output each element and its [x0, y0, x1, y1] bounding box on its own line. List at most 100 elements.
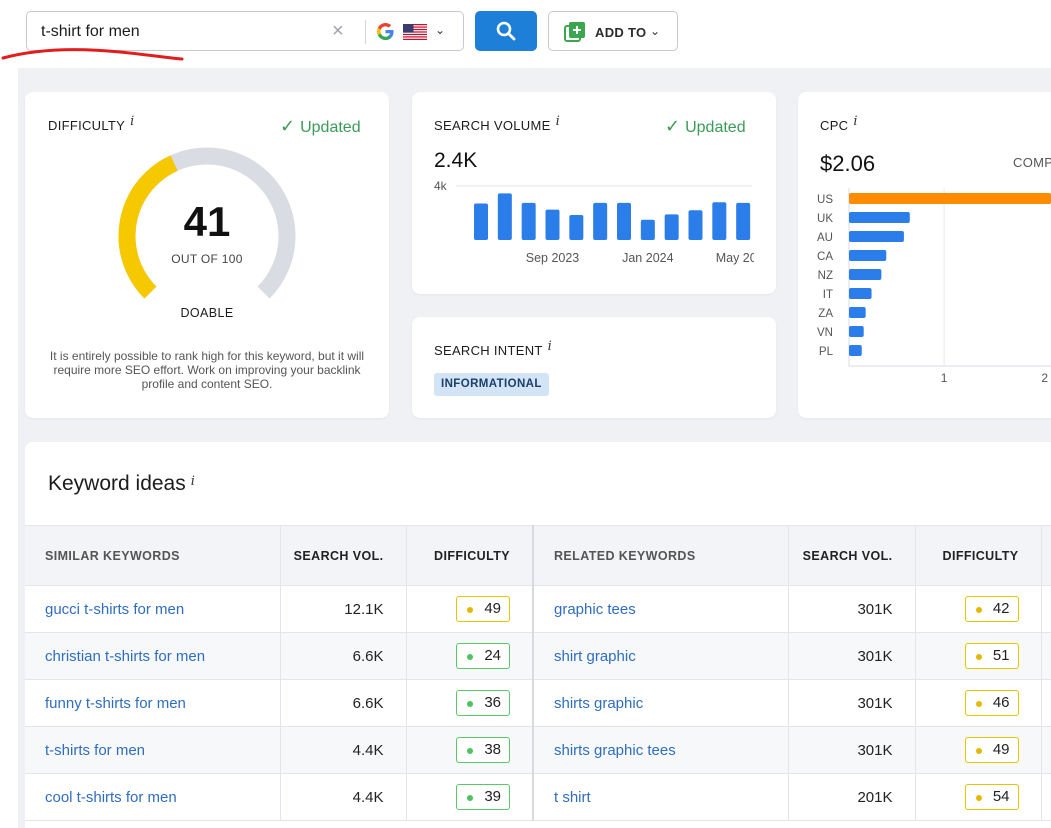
cpc-bar	[849, 231, 904, 242]
search-intent-title: SEARCH INTENT i	[434, 339, 553, 358]
us-flag-icon[interactable]	[403, 24, 427, 40]
country-label: VN	[817, 327, 833, 339]
related-keyword-link[interactable]: shirt graphic	[554, 647, 636, 665]
related-keyword-link[interactable]: graphic tees	[554, 600, 636, 618]
similar-difficulty-cell: 49	[406, 585, 534, 633]
similar-search-volume: 12.1K	[280, 585, 407, 633]
cpc-bar	[849, 307, 866, 318]
table-row: funny t-shirts for men 6.6K 36 shirts graph…	[25, 679, 1051, 727]
check-icon: ✓	[280, 116, 296, 136]
search-volume-title: SEARCH VOLUME i	[434, 114, 561, 133]
country-label: ZA	[818, 308, 833, 320]
related-keyword-link[interactable]: shirts graphic tees	[554, 741, 676, 759]
volume-bar	[640, 219, 655, 240]
column-header-spacer	[1041, 525, 1051, 586]
country-label: AU	[817, 232, 833, 244]
intent-badge: INFORMATIONAL	[434, 373, 549, 396]
related-keyword-cell: t shirt	[533, 773, 789, 821]
chevron-down-icon[interactable]: ⌄	[435, 23, 446, 37]
x-tick-label: 1	[941, 371, 948, 385]
difficulty-out-of: OUT OF 100	[171, 252, 243, 266]
info-icon[interactable]: i	[555, 114, 561, 129]
cpc-value: $2.06	[820, 151, 876, 176]
volume-bar	[664, 214, 679, 240]
info-icon[interactable]: i	[547, 339, 553, 354]
related-keyword-link[interactable]: t shirt	[554, 788, 591, 806]
difficulty-badge: 49	[456, 596, 510, 622]
spacer-cell	[1041, 585, 1051, 633]
google-icon[interactable]	[376, 22, 395, 41]
column-header-related: RELATED KEYWORDS	[533, 525, 789, 586]
column-header-difficulty[interactable]: DIFFICULTY	[915, 525, 1042, 586]
search-volume-card: SEARCH VOLUME i ✓ Updated 2.4K 4k Sep 2023 J…	[412, 92, 776, 294]
volume-bar	[545, 209, 560, 240]
similar-keyword-link[interactable]: t-shirts for men	[45, 741, 146, 759]
x-tick-label: May 2024	[716, 251, 754, 265]
cpc-title: CPC i	[820, 114, 858, 133]
info-icon[interactable]: i	[130, 114, 135, 129]
similar-difficulty-cell: 38	[406, 726, 534, 774]
search-volume-chart: 4k Sep 2023 Jan 2024 May 2024	[434, 180, 754, 265]
check-icon: ✓	[665, 116, 681, 136]
related-difficulty-cell: 54	[915, 773, 1042, 821]
similar-keyword-link[interactable]: cool t-shirts for men	[45, 788, 177, 806]
related-search-volume: 301K	[788, 632, 916, 680]
column-header-difficulty[interactable]: DIFFICULTY	[406, 525, 534, 586]
difficulty-dot-icon	[467, 795, 473, 801]
volume-bar	[593, 202, 608, 240]
info-icon[interactable]: i	[190, 474, 195, 489]
country-label: IT	[823, 289, 833, 301]
search-input[interactable]	[41, 22, 321, 42]
red-underline-mark	[1, 48, 184, 61]
x-tick-label: 2	[1041, 371, 1048, 385]
table-row: cool t-shirts for men 4.4K 39 t shirt 201K 54	[25, 773, 1051, 821]
related-search-volume: 301K	[788, 585, 916, 633]
divider	[365, 20, 366, 44]
difficulty-badge: 38	[456, 737, 510, 763]
column-header-search-vol[interactable]: SEARCH VOL.	[280, 525, 407, 586]
x-tick-label: Sep 2023	[526, 251, 580, 265]
cpc-bar	[849, 288, 872, 299]
similar-keyword-link[interactable]: funny t-shirts for men	[45, 694, 186, 712]
search-button[interactable]	[475, 11, 537, 51]
table-row: christian t-shirts for men 6.6K 24 shirt gr…	[25, 632, 1051, 680]
country-label: CA	[817, 251, 833, 263]
competition-label: COMP	[1013, 155, 1051, 170]
difficulty-dot-icon	[975, 795, 982, 801]
difficulty-badge: 51	[964, 643, 1019, 669]
similar-search-volume: 4.4K	[280, 773, 407, 821]
chevron-down-icon: ⌄	[650, 24, 661, 38]
volume-bar	[688, 210, 703, 240]
difficulty-badge: 49	[964, 737, 1019, 763]
volume-bar	[521, 202, 536, 240]
search-icon	[496, 21, 516, 41]
related-keyword-link[interactable]: shirts graphic	[554, 694, 644, 712]
similar-difficulty-cell: 36	[406, 679, 534, 727]
difficulty-gauge	[118, 147, 296, 299]
difficulty-card: DIFFICULTY i ✓ Updated 41 OUT OF 100 DOABL…	[25, 92, 389, 418]
related-search-volume: 301K	[788, 679, 916, 727]
related-search-volume: 201K	[788, 773, 916, 821]
related-difficulty-cell: 46	[915, 679, 1042, 727]
cpc-bar	[849, 345, 862, 356]
difficulty-dot-icon	[467, 701, 473, 707]
keyword-ideas-card: Keyword ideas i SIMILAR KEYWORDS SEARCH V…	[25, 442, 1051, 828]
add-list-icon	[564, 22, 585, 42]
column-header-search-vol[interactable]: SEARCH VOL.	[788, 525, 916, 586]
difficulty-level: DOABLE	[180, 306, 234, 320]
updated-status: ✓ Updated	[665, 116, 746, 136]
add-to-button[interactable]: ADD TO ⌄	[548, 11, 678, 51]
cpc-bar	[849, 212, 910, 223]
similar-keyword-link[interactable]: gucci t-shirts for men	[45, 600, 185, 618]
spacer-cell	[1041, 773, 1051, 821]
info-icon[interactable]: i	[853, 114, 858, 129]
difficulty-badge: 54	[964, 784, 1019, 810]
similar-search-volume: 4.4K	[280, 726, 407, 774]
related-difficulty-cell: 49	[915, 726, 1042, 774]
spacer-cell	[1041, 726, 1051, 774]
similar-keyword-cell: t-shirts for men	[25, 726, 281, 774]
clear-icon[interactable]: ×	[332, 20, 344, 42]
difficulty-dot-icon	[975, 748, 982, 754]
similar-keyword-link[interactable]: christian t-shirts for men	[45, 647, 206, 665]
related-keyword-cell: shirts graphic	[533, 679, 789, 727]
